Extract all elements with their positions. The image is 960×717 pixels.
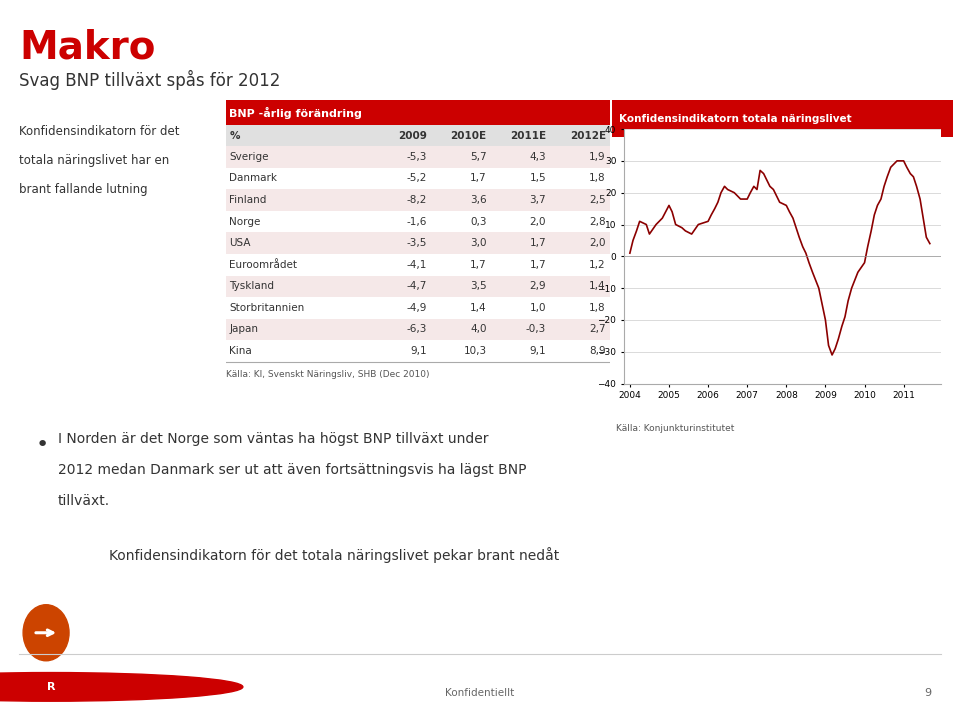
Bar [226, 275, 610, 297]
Text: -5,2: -5,2 [407, 174, 427, 184]
Bar [226, 211, 610, 232]
Bar [226, 232, 610, 254]
Text: USA: USA [229, 238, 251, 248]
Bar [612, 100, 953, 138]
Text: 2011E: 2011E [510, 130, 546, 141]
Text: 1,2: 1,2 [589, 260, 606, 270]
Bar [226, 168, 610, 189]
Text: 1,7: 1,7 [530, 260, 546, 270]
Text: Konfidentiellt: Konfidentiellt [445, 688, 515, 698]
Text: tillväxt.: tillväxt. [58, 493, 110, 508]
Text: 1,8: 1,8 [589, 303, 606, 313]
Text: Källa: Konjunkturinstitutet: Källa: Konjunkturinstitutet [616, 424, 734, 433]
Text: Finland: Finland [229, 195, 267, 205]
Text: 3,7: 3,7 [530, 195, 546, 205]
Text: 1,0: 1,0 [530, 303, 546, 313]
Text: Euroområdet: Euroområdet [229, 260, 298, 270]
Text: 2,0: 2,0 [530, 217, 546, 227]
Text: Japan: Japan [229, 325, 258, 334]
Text: 1,7: 1,7 [470, 260, 487, 270]
Text: BNP -årlig förändring: BNP -årlig förändring [229, 107, 362, 119]
Text: 1,4: 1,4 [589, 281, 606, 291]
Text: 2009: 2009 [398, 130, 427, 141]
Text: Konfidensindikatorn för det totala näringslivet pekar brant nedåt: Konfidensindikatorn för det totala närin… [108, 547, 559, 563]
Text: -1,6: -1,6 [407, 217, 427, 227]
Text: 9,1: 9,1 [530, 346, 546, 356]
Text: Norge: Norge [229, 217, 261, 227]
Text: 8,9: 8,9 [589, 346, 606, 356]
Bar [226, 254, 610, 275]
Bar [226, 297, 610, 318]
Text: Storbritannien: Storbritannien [229, 303, 304, 313]
Bar [226, 100, 610, 125]
Text: -4,1: -4,1 [407, 260, 427, 270]
Text: 1,7: 1,7 [470, 174, 487, 184]
Text: 0,3: 0,3 [470, 217, 487, 227]
Text: -5,3: -5,3 [407, 152, 427, 162]
Text: 2,5: 2,5 [589, 195, 606, 205]
Text: 2,8: 2,8 [589, 217, 606, 227]
Bar [226, 125, 610, 146]
Text: 9,1: 9,1 [411, 346, 427, 356]
Text: Danmark: Danmark [229, 174, 277, 184]
Text: Tyskland: Tyskland [229, 281, 275, 291]
Text: -4,9: -4,9 [407, 303, 427, 313]
Text: 2,7: 2,7 [589, 325, 606, 334]
Text: Källa: KI, Svenskt Näringsliv, SHB (Dec 2010): Källa: KI, Svenskt Näringsliv, SHB (Dec … [226, 369, 429, 379]
Text: -4,7: -4,7 [407, 281, 427, 291]
Text: Kina: Kina [229, 346, 252, 356]
Text: 10,3: 10,3 [464, 346, 487, 356]
Text: 1,7: 1,7 [530, 238, 546, 248]
Text: -6,3: -6,3 [407, 325, 427, 334]
Text: 3,6: 3,6 [470, 195, 487, 205]
Text: 1,4: 1,4 [470, 303, 487, 313]
Text: 2012E: 2012E [569, 130, 606, 141]
Text: 1,8: 1,8 [589, 174, 606, 184]
Text: totala näringslivet har en: totala näringslivet har en [19, 154, 170, 167]
Text: 4,3: 4,3 [530, 152, 546, 162]
Text: REDEYE: REDEYE [91, 680, 142, 693]
Text: -0,3: -0,3 [526, 325, 546, 334]
Text: I Norden är det Norge som väntas ha högst BNP tillväxt under: I Norden är det Norge som väntas ha högs… [58, 432, 489, 446]
Circle shape [23, 604, 69, 661]
Text: 9: 9 [924, 688, 931, 698]
Text: brant fallande lutning: brant fallande lutning [19, 184, 148, 196]
Text: R: R [47, 682, 55, 692]
Text: 1,9: 1,9 [589, 152, 606, 162]
Text: Sverige: Sverige [229, 152, 269, 162]
Text: 2012 medan Danmark ser ut att även fortsättningsvis ha lägst BNP: 2012 medan Danmark ser ut att även forts… [58, 462, 526, 477]
Text: 5,7: 5,7 [470, 152, 487, 162]
Text: Konfidensindikatorn för det: Konfidensindikatorn för det [19, 125, 180, 138]
Text: Makro: Makro [19, 29, 156, 67]
Text: 4,0: 4,0 [470, 325, 487, 334]
Bar [226, 146, 610, 168]
Text: 3,5: 3,5 [470, 281, 487, 291]
Text: 2,0: 2,0 [589, 238, 606, 248]
Text: 1,5: 1,5 [530, 174, 546, 184]
Circle shape [0, 673, 243, 701]
Bar [226, 341, 610, 362]
Text: %: % [229, 130, 240, 141]
Bar [226, 318, 610, 341]
Text: •: • [36, 435, 49, 455]
Text: Konfidensindikatorn totala näringslivet: Konfidensindikatorn totala näringslivet [619, 114, 852, 124]
Bar [226, 189, 610, 211]
Text: -8,2: -8,2 [407, 195, 427, 205]
Text: 2010E: 2010E [450, 130, 487, 141]
Text: Svag BNP tillväxt spås för 2012: Svag BNP tillväxt spås för 2012 [19, 70, 280, 90]
Text: 2,9: 2,9 [530, 281, 546, 291]
Text: 3,0: 3,0 [470, 238, 487, 248]
Text: -3,5: -3,5 [407, 238, 427, 248]
